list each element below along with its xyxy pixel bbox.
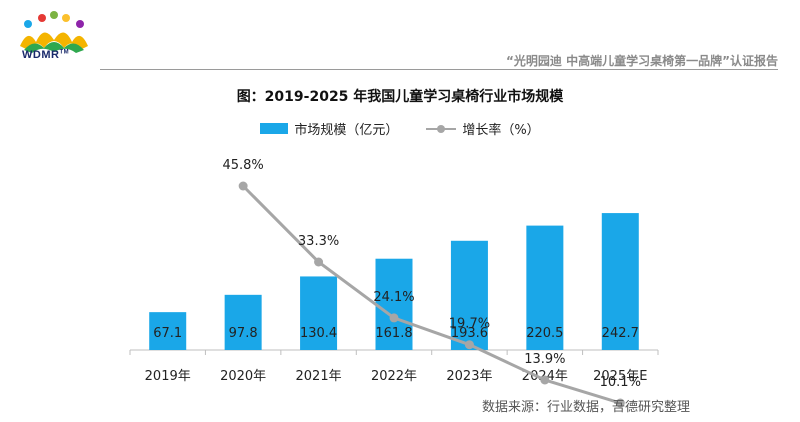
- legend-line-swatch: [426, 123, 457, 135]
- growth-point: [314, 257, 324, 267]
- bar-1: [149, 312, 187, 350]
- bar-value-label: 220.5: [526, 326, 563, 341]
- bar-value-label: 242.7: [602, 326, 639, 341]
- wdmr-logo: [20, 11, 88, 53]
- source-note: 数据来源：行业数据，吾德研究整理: [481, 400, 690, 415]
- x-tick-label: 2025年E: [593, 369, 647, 384]
- bar-2: [224, 294, 262, 350]
- x-tick-label: 2023年: [446, 369, 492, 384]
- growth-value-label: 24.1%: [373, 290, 414, 305]
- x-tick-label: 2022年: [371, 369, 417, 384]
- logo-text: WDMRTM: [22, 49, 70, 61]
- chart-title: 图：2019-2025 年我国儿童学习桌椅行业市场规模: [236, 89, 564, 105]
- legend-bar-label: 市场规模（亿元）: [294, 123, 399, 138]
- growth-value-label: 45.8%: [222, 158, 263, 173]
- growth-value-label: 13.9%: [524, 352, 565, 367]
- growth-value-label: 19.7%: [449, 317, 490, 332]
- bar-4: [375, 258, 413, 350]
- bar-value-label: 97.8: [229, 326, 258, 341]
- bar-5: [450, 240, 488, 350]
- bar-value-label: 193.6: [451, 326, 488, 341]
- chart-legend: 市场规模（亿元） 增长率（%）: [0, 119, 800, 138]
- legend-line-label: 增长率（%）: [462, 123, 540, 138]
- growth-value-label: 33.3%: [298, 234, 339, 249]
- bar-7: [601, 213, 639, 350]
- growth-point: [615, 398, 625, 408]
- growth-point: [464, 340, 474, 350]
- report-title: “光明园迪 中高端儿童学习桌椅第一品牌”认证报告: [506, 54, 778, 68]
- growth-point: [540, 375, 550, 385]
- bar-6: [526, 225, 564, 350]
- growth-point: [389, 313, 399, 323]
- growth-point: [238, 181, 248, 191]
- growth-value-label: 10.1%: [600, 375, 641, 390]
- legend-item-line: 增长率（%）: [426, 119, 540, 138]
- bar-3: [300, 276, 338, 350]
- bar-value-label: 130.4: [300, 326, 337, 341]
- legend-item-bar: 市场规模（亿元）: [260, 119, 398, 138]
- growth-line: [242, 184, 621, 405]
- x-tick-label: 2021年: [296, 369, 342, 384]
- x-tick-label: 2020年: [220, 369, 266, 384]
- x-tick-label: 2019年: [145, 369, 191, 384]
- bar-value-label: 161.8: [375, 326, 412, 341]
- bar-value-label: 67.1: [153, 326, 182, 341]
- header-divider: [100, 69, 778, 70]
- legend-bar-swatch: [260, 123, 289, 134]
